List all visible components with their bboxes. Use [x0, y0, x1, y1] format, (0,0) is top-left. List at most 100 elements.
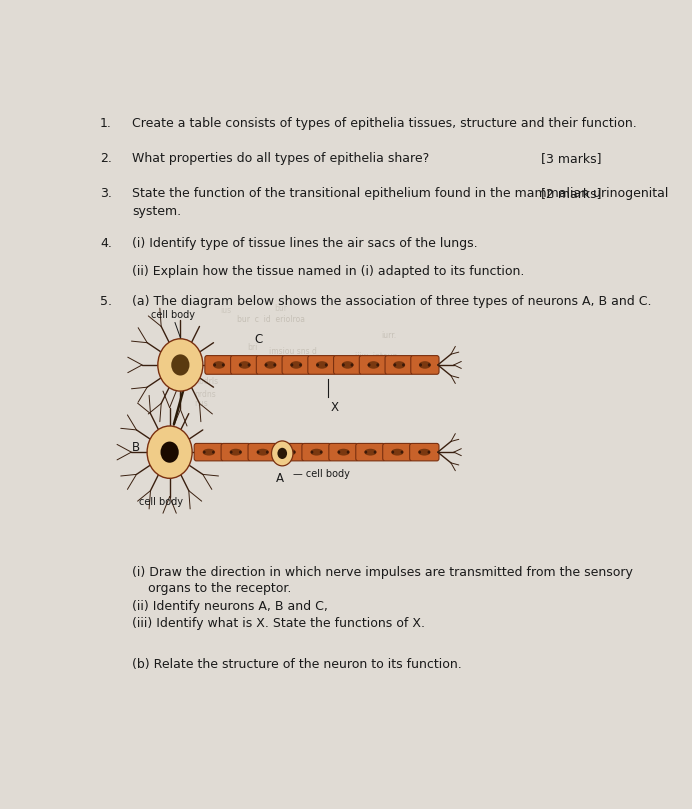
FancyBboxPatch shape — [302, 443, 331, 461]
Text: bur  c  id  eriolroa: bur c id eriolroa — [237, 316, 304, 324]
Circle shape — [419, 363, 422, 366]
Text: (b) Relate the structure of the neuron to its function.: (b) Relate the structure of the neuron t… — [132, 658, 462, 671]
Text: (ii) Explain how the tissue named in (i) adapted to its function.: (ii) Explain how the tissue named in (i)… — [132, 265, 525, 278]
Ellipse shape — [393, 361, 405, 369]
Circle shape — [342, 363, 345, 366]
Circle shape — [248, 363, 251, 366]
FancyBboxPatch shape — [359, 356, 388, 375]
Text: C: C — [254, 333, 262, 346]
Circle shape — [161, 442, 179, 463]
FancyBboxPatch shape — [256, 356, 284, 375]
Circle shape — [239, 451, 242, 454]
Circle shape — [273, 363, 276, 366]
Text: 2.: 2. — [100, 152, 112, 165]
FancyBboxPatch shape — [410, 443, 439, 461]
Circle shape — [374, 451, 376, 454]
Circle shape — [401, 451, 403, 454]
Circle shape — [320, 451, 322, 454]
Circle shape — [147, 426, 192, 478]
Circle shape — [230, 451, 233, 454]
Circle shape — [212, 451, 215, 454]
Text: nbdrls: nbdrls — [194, 377, 218, 387]
Text: (i) Identify type of tissue lines the air sacs of the lungs.: (i) Identify type of tissue lines the ai… — [132, 236, 477, 250]
Text: 3.: 3. — [100, 188, 112, 201]
Ellipse shape — [213, 361, 225, 369]
Circle shape — [347, 451, 349, 454]
Text: iurr.: iurr. — [381, 331, 397, 340]
Circle shape — [367, 363, 370, 366]
Circle shape — [266, 451, 268, 454]
FancyBboxPatch shape — [383, 443, 412, 461]
Circle shape — [365, 451, 367, 454]
Ellipse shape — [230, 449, 242, 455]
Text: system.: system. — [132, 205, 181, 218]
Circle shape — [265, 363, 268, 366]
Ellipse shape — [337, 449, 349, 455]
Text: organs to the receptor.: organs to the receptor. — [148, 582, 291, 595]
Ellipse shape — [316, 361, 328, 369]
Text: 1.: 1. — [100, 117, 112, 130]
Text: bur: bur — [274, 304, 287, 313]
Text: [2 marks]: [2 marks] — [541, 188, 601, 201]
Circle shape — [325, 363, 327, 366]
Circle shape — [284, 451, 286, 454]
Text: 4.: 4. — [100, 236, 112, 250]
FancyBboxPatch shape — [385, 356, 413, 375]
Text: nrdns: nrdns — [194, 390, 215, 399]
FancyBboxPatch shape — [329, 443, 358, 461]
Text: imsiou sns d: imsiou sns d — [269, 348, 317, 357]
Text: cell body: cell body — [138, 497, 183, 507]
Ellipse shape — [239, 361, 251, 369]
Text: X: X — [331, 401, 338, 414]
Circle shape — [392, 451, 394, 454]
Text: (i) Draw the direction in which nerve impulses are transmitted from the sensory: (i) Draw the direction in which nerve im… — [132, 565, 633, 578]
Ellipse shape — [367, 361, 379, 369]
Text: iiiw  intaun: iiiw intaun — [355, 353, 397, 362]
Circle shape — [213, 363, 216, 366]
Circle shape — [239, 363, 242, 366]
FancyBboxPatch shape — [248, 443, 277, 461]
Ellipse shape — [290, 361, 302, 369]
Ellipse shape — [419, 361, 431, 369]
Text: Create a table consists of types of epithelia tissues, structure and their funct: Create a table consists of types of epit… — [132, 117, 637, 130]
Circle shape — [222, 363, 225, 366]
FancyBboxPatch shape — [411, 356, 439, 375]
Text: — cell body: — cell body — [293, 469, 350, 479]
Ellipse shape — [391, 449, 403, 455]
Text: (a) The diagram below shows the association of three types of neurons A, B and C: (a) The diagram below shows the associat… — [132, 295, 652, 308]
Circle shape — [428, 363, 430, 366]
Circle shape — [293, 451, 295, 454]
Circle shape — [171, 354, 190, 375]
FancyBboxPatch shape — [275, 443, 304, 461]
Text: bri: bri — [248, 343, 257, 352]
Ellipse shape — [310, 449, 323, 455]
Ellipse shape — [257, 449, 269, 455]
Text: [3 marks]: [3 marks] — [541, 152, 601, 165]
Text: A: A — [275, 472, 284, 485]
FancyBboxPatch shape — [334, 356, 362, 375]
FancyBboxPatch shape — [221, 443, 251, 461]
FancyBboxPatch shape — [230, 356, 259, 375]
Text: intrulveni: intrulveni — [381, 364, 419, 373]
Text: nus: nus — [194, 399, 208, 409]
Circle shape — [257, 451, 260, 454]
FancyBboxPatch shape — [308, 356, 336, 375]
Ellipse shape — [342, 361, 354, 369]
Ellipse shape — [264, 361, 276, 369]
Text: State the function of the transitional epithelium found in the mammalian urinoge: State the function of the transitional e… — [132, 188, 668, 201]
Circle shape — [376, 363, 379, 366]
Circle shape — [402, 363, 405, 366]
Circle shape — [338, 451, 340, 454]
Text: (iii) Identify what is X. State the functions of X.: (iii) Identify what is X. State the func… — [132, 617, 425, 630]
Text: What properties do all types of epithelia share?: What properties do all types of epitheli… — [132, 152, 429, 165]
FancyBboxPatch shape — [356, 443, 385, 461]
Text: ius: ius — [221, 306, 232, 315]
Circle shape — [428, 451, 430, 454]
Circle shape — [311, 451, 313, 454]
Circle shape — [203, 451, 206, 454]
Circle shape — [158, 339, 203, 391]
Circle shape — [394, 363, 397, 366]
Text: 5.: 5. — [100, 295, 112, 308]
Circle shape — [291, 363, 293, 366]
Circle shape — [316, 363, 319, 366]
